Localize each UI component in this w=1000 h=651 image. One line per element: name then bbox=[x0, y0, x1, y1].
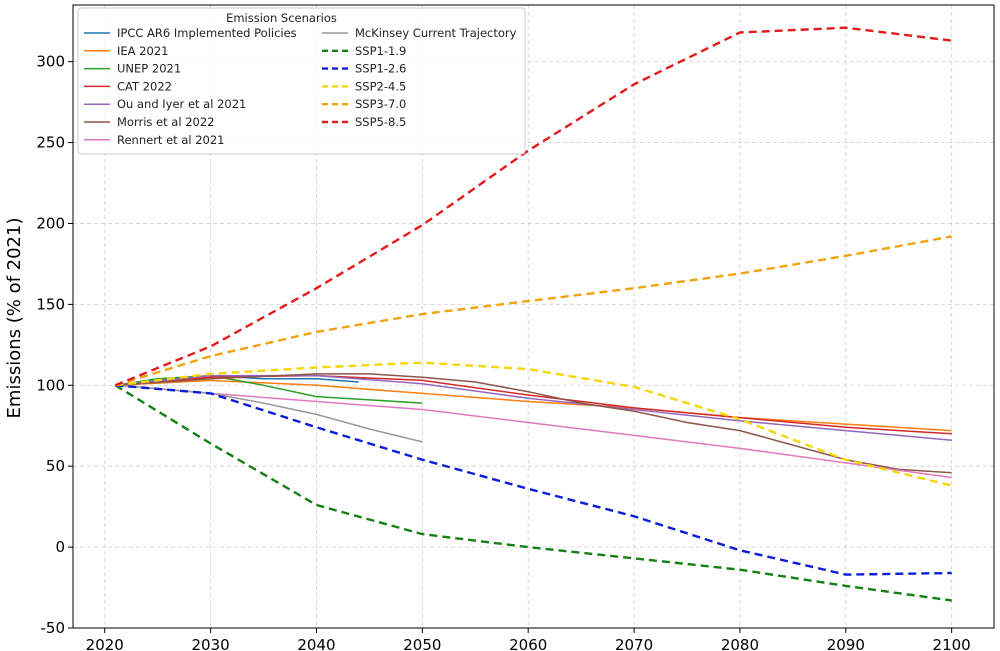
legend: Emission Scenarios IPCC AR6 Implemented … bbox=[77, 7, 526, 155]
legend-label: SSP2-4.5 bbox=[355, 79, 406, 93]
legend-label: Rennert et al 2021 bbox=[117, 133, 225, 147]
x-tick-label: 2090 bbox=[827, 636, 865, 651]
y-tick-label: 250 bbox=[36, 134, 65, 152]
y-tick-label: 100 bbox=[36, 376, 65, 394]
legend-items: IPCC AR6 Implemented Policies IEA 2021 UNE… bbox=[84, 26, 517, 147]
y-tick-label: 300 bbox=[36, 53, 65, 71]
series-line-ssp3-7-0 bbox=[114, 235, 952, 387]
legend-box bbox=[77, 7, 526, 155]
legend-item: SSP2-4.5 bbox=[322, 79, 406, 93]
legend-label: SSP5-8.5 bbox=[355, 115, 406, 129]
series-line-ssp1-1-9 bbox=[114, 384, 952, 602]
legend-item: IEA 2021 bbox=[84, 44, 168, 58]
series-line-unep-2021 bbox=[115, 374, 423, 404]
legend-item: SSP1-2.6 bbox=[322, 62, 406, 76]
series-line-ssp1-2-6 bbox=[115, 384, 952, 576]
y-axis-label: Emissions (% of 2021) bbox=[4, 218, 25, 419]
legend-label: CAT 2022 bbox=[117, 79, 172, 93]
legend-label: Morris et al 2022 bbox=[117, 115, 214, 129]
x-tick-label: 2020 bbox=[86, 636, 124, 651]
series-lines bbox=[114, 26, 952, 602]
series-line-ou-and-iyer-et-al-2021 bbox=[115, 374, 952, 442]
y-tick-label: 200 bbox=[36, 214, 65, 232]
legend-label: SSP1-1.9 bbox=[355, 44, 406, 58]
legend-label: McKinsey Current Trajectory bbox=[355, 26, 517, 40]
y-tick-label: -50 bbox=[41, 619, 66, 637]
legend-item: IPCC AR6 Implemented Policies bbox=[84, 26, 297, 40]
legend-label: Ou and Iyer et al 2021 bbox=[117, 97, 246, 111]
axis-ticks: 2020 2030 2040 2050 2060 2070 2080 2090 2100 -50 0… bbox=[36, 53, 970, 651]
y-tick-label: 150 bbox=[36, 295, 65, 313]
legend-item: Rennert et al 2021 bbox=[84, 133, 225, 147]
x-tick-label: 2100 bbox=[933, 636, 971, 651]
x-tick-label: 2070 bbox=[615, 636, 653, 651]
legend-item: McKinsey Current Trajectory bbox=[322, 26, 517, 40]
legend-label: UNEP 2021 bbox=[117, 62, 181, 76]
legend-label: IPCC AR6 Implemented Policies bbox=[117, 26, 297, 40]
legend-label: SSP1-2.6 bbox=[355, 62, 406, 76]
series-line-morris-et-al-2022 bbox=[115, 373, 952, 474]
x-tick-label: 2060 bbox=[509, 636, 547, 651]
grid-lines bbox=[73, 5, 994, 629]
x-tick-label: 2030 bbox=[192, 636, 230, 651]
y-tick-label: 0 bbox=[55, 538, 65, 556]
series-line-cat-2022 bbox=[115, 374, 952, 435]
legend-item: SSP3-7.0 bbox=[322, 97, 406, 111]
legend-label: IEA 2021 bbox=[117, 44, 168, 58]
legend-item: Ou and Iyer et al 2021 bbox=[84, 97, 246, 111]
series-line-rennert-et-al-2021 bbox=[115, 384, 952, 479]
x-tick-label: 2080 bbox=[721, 636, 759, 651]
x-tick-label: 2050 bbox=[403, 636, 441, 651]
legend-item: SSP5-8.5 bbox=[322, 115, 406, 129]
legend-label: SSP3-7.0 bbox=[355, 97, 406, 111]
legend-title: Emission Scenarios bbox=[226, 11, 337, 25]
legend-item: SSP1-1.9 bbox=[322, 44, 406, 58]
legend-item: UNEP 2021 bbox=[84, 62, 181, 76]
y-tick-label: 50 bbox=[46, 457, 65, 475]
series-line-ssp5-8-5 bbox=[114, 26, 952, 387]
plot-frame bbox=[72, 4, 995, 629]
legend-item: CAT 2022 bbox=[84, 79, 172, 93]
legend-item: Morris et al 2022 bbox=[84, 115, 214, 129]
x-tick-label: 2040 bbox=[297, 636, 335, 651]
series-line-ssp2-4-5 bbox=[115, 361, 952, 487]
